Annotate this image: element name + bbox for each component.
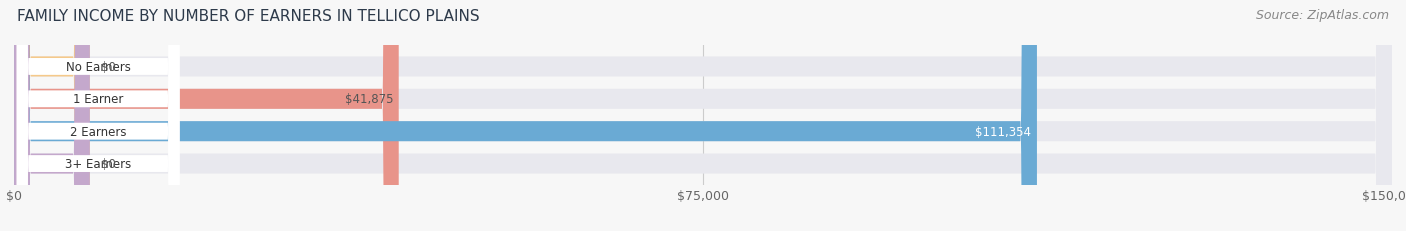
FancyBboxPatch shape — [17, 0, 180, 231]
Text: $111,354: $111,354 — [976, 125, 1032, 138]
FancyBboxPatch shape — [14, 0, 1038, 231]
Text: 1 Earner: 1 Earner — [73, 93, 124, 106]
FancyBboxPatch shape — [14, 0, 1392, 231]
Text: No Earners: No Earners — [66, 61, 131, 74]
FancyBboxPatch shape — [14, 0, 90, 231]
Text: FAMILY INCOME BY NUMBER OF EARNERS IN TELLICO PLAINS: FAMILY INCOME BY NUMBER OF EARNERS IN TE… — [17, 9, 479, 24]
Text: Source: ZipAtlas.com: Source: ZipAtlas.com — [1256, 9, 1389, 22]
Text: $41,875: $41,875 — [344, 93, 394, 106]
FancyBboxPatch shape — [17, 0, 180, 231]
FancyBboxPatch shape — [17, 0, 180, 231]
Text: $0: $0 — [101, 61, 115, 74]
Text: 3+ Earners: 3+ Earners — [65, 157, 131, 170]
FancyBboxPatch shape — [14, 0, 90, 231]
FancyBboxPatch shape — [17, 0, 180, 231]
Text: 2 Earners: 2 Earners — [70, 125, 127, 138]
Text: $0: $0 — [101, 157, 115, 170]
FancyBboxPatch shape — [14, 0, 1392, 231]
FancyBboxPatch shape — [14, 0, 1392, 231]
FancyBboxPatch shape — [14, 0, 399, 231]
FancyBboxPatch shape — [14, 0, 1392, 231]
